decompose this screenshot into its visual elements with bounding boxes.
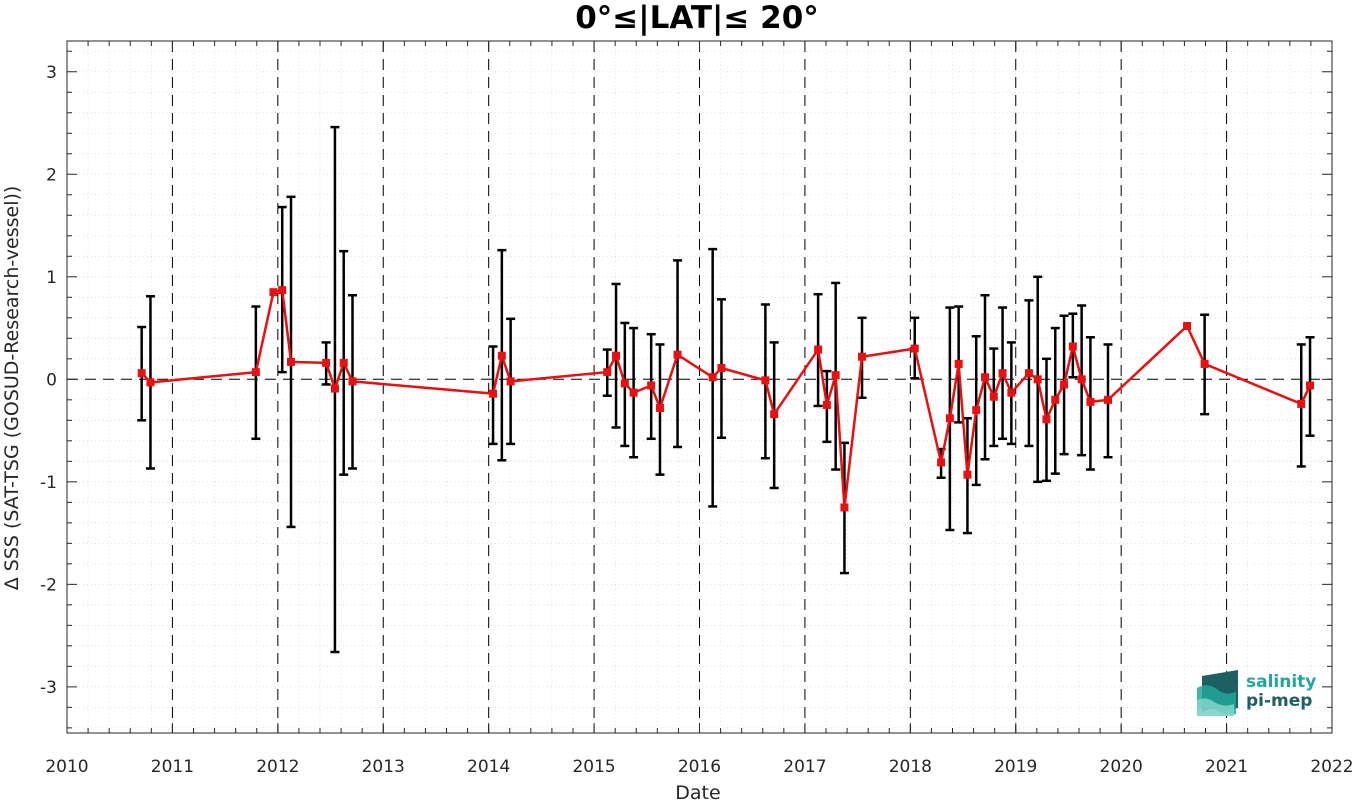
data-point	[322, 358, 331, 367]
x-tick-label: 2018	[889, 757, 932, 777]
data-point	[1051, 395, 1060, 404]
x-tick-label: 2020	[1100, 757, 1143, 777]
y-tick-label: 1	[46, 268, 57, 288]
axis-ticks	[66, 41, 1333, 733]
chart-title: 0°≤|LAT|≤ 20°	[575, 0, 819, 36]
data-point	[1306, 381, 1315, 390]
data-point	[1024, 369, 1033, 378]
data-point	[822, 400, 831, 409]
x-tick-label: 2016	[678, 757, 721, 777]
data-point	[1077, 375, 1086, 384]
data-point	[770, 410, 779, 419]
y-tick-label: -1	[40, 473, 57, 493]
data-point	[981, 373, 990, 382]
data-point	[937, 458, 946, 467]
data-point	[1086, 397, 1095, 406]
y-tick-label: 2	[46, 165, 57, 185]
data-point	[910, 344, 919, 353]
x-axis-label: Date	[675, 782, 720, 801]
x-tick-label: 2010	[45, 757, 88, 777]
data-point	[1200, 359, 1209, 368]
x-tick-label: 2011	[151, 757, 194, 777]
data-point	[1297, 399, 1306, 408]
y-tick-label: 3	[46, 63, 57, 83]
salinity-wave-icon	[1197, 670, 1238, 716]
data-point	[814, 345, 823, 354]
data-point	[489, 389, 498, 398]
data-point	[278, 286, 287, 295]
data-point	[330, 384, 339, 393]
data-point	[963, 470, 972, 479]
data-point	[655, 404, 664, 413]
data-point	[673, 350, 682, 359]
logo-line1: salinity	[1246, 672, 1316, 692]
data-point	[506, 377, 515, 386]
data-point	[972, 406, 981, 415]
data-point	[629, 388, 638, 397]
data-point	[717, 364, 726, 373]
x-tick-label: 2014	[467, 757, 510, 777]
data-point	[945, 414, 954, 423]
data-point	[831, 371, 840, 380]
y-tick-label: 0	[46, 370, 57, 390]
x-tick-label: 2013	[362, 757, 405, 777]
data-point	[761, 376, 770, 385]
y-axis-label: Δ SSS (SAT-TSG (GOSUD-Research-vessel))	[1, 186, 23, 591]
data-point	[1060, 380, 1069, 389]
data-point	[269, 288, 278, 297]
x-tick-label: 2019	[994, 757, 1037, 777]
x-tick-label: 2021	[1205, 757, 1248, 777]
data-point	[840, 503, 849, 512]
data-point	[1007, 388, 1016, 397]
data-point	[339, 358, 348, 367]
data-point	[620, 379, 629, 388]
x-tick-labels: 2010 2011 2012 2013 2014 2015 2016 2017 2018 2019…	[45, 757, 1353, 777]
data-point	[251, 368, 260, 377]
data-point	[348, 377, 357, 386]
data-point	[146, 378, 155, 387]
y-tick-labels: -3 -2 -1 0 1 2 3	[40, 63, 57, 698]
x-tick-label: 2017	[783, 757, 826, 777]
y-tick-label: -2	[40, 575, 57, 595]
data-point	[647, 381, 656, 390]
data-point	[1042, 415, 1051, 424]
data-point	[287, 357, 296, 366]
series-markers	[137, 286, 1315, 512]
x-tick-label: 2022	[1310, 757, 1353, 777]
error-bars	[137, 125, 1315, 654]
data-point	[603, 368, 612, 377]
data-point	[858, 352, 867, 361]
series-line	[140, 288, 1312, 508]
logo: salinity pi-mep	[1197, 670, 1316, 716]
data-point	[1183, 322, 1192, 331]
data-point	[137, 369, 146, 378]
x-tick-label: 2015	[572, 757, 615, 777]
data-point	[1068, 342, 1077, 351]
data-point	[612, 351, 621, 360]
data-point	[989, 392, 998, 401]
data-point	[1103, 395, 1112, 404]
data-point	[998, 369, 1007, 378]
data-point	[954, 359, 963, 368]
data-point	[497, 351, 506, 360]
data-point	[708, 373, 717, 382]
y-tick-label: -3	[40, 678, 57, 698]
logo-line2: pi-mep	[1246, 691, 1312, 711]
x-tick-label: 2012	[256, 757, 299, 777]
data-point	[1033, 375, 1042, 384]
